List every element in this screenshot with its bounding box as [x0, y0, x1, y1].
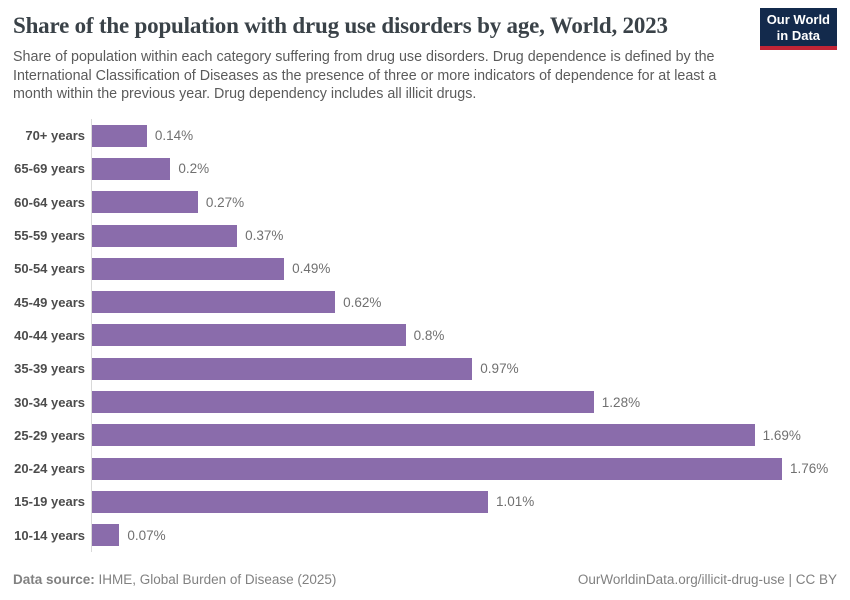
chart-title: Share of the population with drug use di… [13, 13, 668, 38]
plot-area: 0.49% [91, 252, 837, 286]
plot-area: 0.8% [91, 318, 837, 353]
bar[interactable] [92, 224, 238, 247]
subtitle-line: month within the previous year. Drug dep… [13, 86, 477, 103]
plot-area: 1.28% [91, 385, 837, 419]
value-label: 0.27% [205, 194, 245, 210]
chart-subtitle: Share of population within each category… [13, 48, 837, 104]
value-label: 0.97% [480, 361, 519, 377]
bar[interactable] [92, 490, 488, 513]
bar[interactable] [92, 424, 755, 447]
owid-logo-line2: in Data [776, 27, 821, 43]
value-label: 0.07% [127, 527, 166, 543]
bar-row: 35-39 years 0.97% [13, 352, 837, 386]
plot-area: 1.01% [91, 485, 837, 519]
value-label: 0.2% [178, 161, 210, 177]
subtitle-line: International Classification of Diseases… [13, 67, 717, 84]
category-label: 60-64 years [14, 194, 85, 210]
plot-area: 0.97% [91, 352, 837, 386]
data-source: Data source: IHME, Global Burden of Dise… [13, 572, 336, 587]
bar-row: 70+ years 0.14% [13, 119, 837, 153]
bar-row: 10-14 years 0.07% [13, 518, 837, 552]
data-source-label: Data source: [13, 572, 95, 587]
category-label: 25-29 years [14, 427, 85, 443]
plot-area: 0.62% [91, 285, 837, 319]
data-source-value: IHME, Global Burden of Disease (2025) [94, 572, 337, 587]
category-label: 20-24 years [14, 461, 85, 477]
bar[interactable] [92, 391, 594, 414]
category-label: 55-59 years [14, 228, 85, 244]
chart-footer: Data source: IHME, Global Burden of Dise… [13, 572, 837, 587]
plot-area: 0.37% [91, 218, 837, 253]
subtitle-line: Share of population within each category… [13, 49, 715, 65]
value-label: 1.01% [496, 494, 535, 510]
bar-row: 65-69 years 0.2% [13, 152, 837, 186]
value-label: 1.28% [601, 394, 641, 410]
bar[interactable] [92, 324, 406, 347]
category-label: 40-44 years [14, 327, 85, 343]
bar-row: 50-54 years 0.49% [13, 252, 837, 286]
bar-row: 40-44 years 0.8% [13, 318, 837, 353]
owid-url-license-link[interactable]: OurWorldinData.org/illicit-drug-use | CC… [577, 572, 837, 587]
category-label: 30-34 years [14, 394, 85, 410]
value-label: 0.8% [413, 327, 445, 343]
category-label: 45-49 years [14, 294, 85, 310]
value-label: 1.69% [762, 427, 801, 443]
plot-area: 0.07% [91, 518, 837, 552]
category-label: 10-14 years [14, 527, 85, 543]
bar[interactable] [92, 257, 285, 280]
owid-logo-line1: Our World [766, 12, 830, 27]
plot-area: 1.76% [91, 451, 837, 486]
chart-header: Share of the population with drug use di… [13, 8, 837, 104]
bar[interactable] [92, 124, 147, 147]
category-label: 65-69 years [14, 161, 85, 177]
bar-row: 30-34 years 1.28% [13, 385, 837, 419]
bar[interactable] [92, 291, 336, 314]
value-label: 0.37% [245, 228, 284, 244]
plot-area: 1.69% [91, 418, 837, 452]
bar-chart: 70+ years 0.14% 65-69 years 0.2% 60-64 years… [13, 119, 837, 552]
bar-row: 45-49 years 0.62% [13, 285, 837, 319]
value-label: 0.14% [154, 128, 194, 144]
value-label: 0.49% [292, 261, 331, 277]
bar-row: 20-24 years 1.76% [13, 451, 837, 486]
value-label: 1.76% [790, 461, 829, 477]
bar[interactable] [92, 191, 198, 214]
bar[interactable] [92, 524, 120, 547]
plot-area: 0.27% [91, 185, 837, 219]
bar-row: 55-59 years 0.37% [13, 218, 837, 253]
bar[interactable] [92, 457, 782, 480]
value-label: 0.62% [343, 294, 382, 310]
owid-logo[interactable]: Our World in Data [759, 8, 837, 50]
category-label: 70+ years [25, 128, 85, 144]
category-label: 35-39 years [14, 361, 85, 377]
plot-area: 0.2% [91, 152, 837, 186]
bar-row: 60-64 years 0.27% [13, 185, 837, 219]
bar-row: 15-19 years 1.01% [13, 485, 837, 519]
bar-row: 25-29 years 1.69% [13, 418, 837, 452]
bar[interactable] [92, 157, 171, 180]
plot-area: 0.14% [91, 119, 837, 153]
bar[interactable] [92, 357, 473, 380]
category-label: 15-19 years [14, 494, 85, 510]
category-label: 50-54 years [14, 261, 85, 277]
